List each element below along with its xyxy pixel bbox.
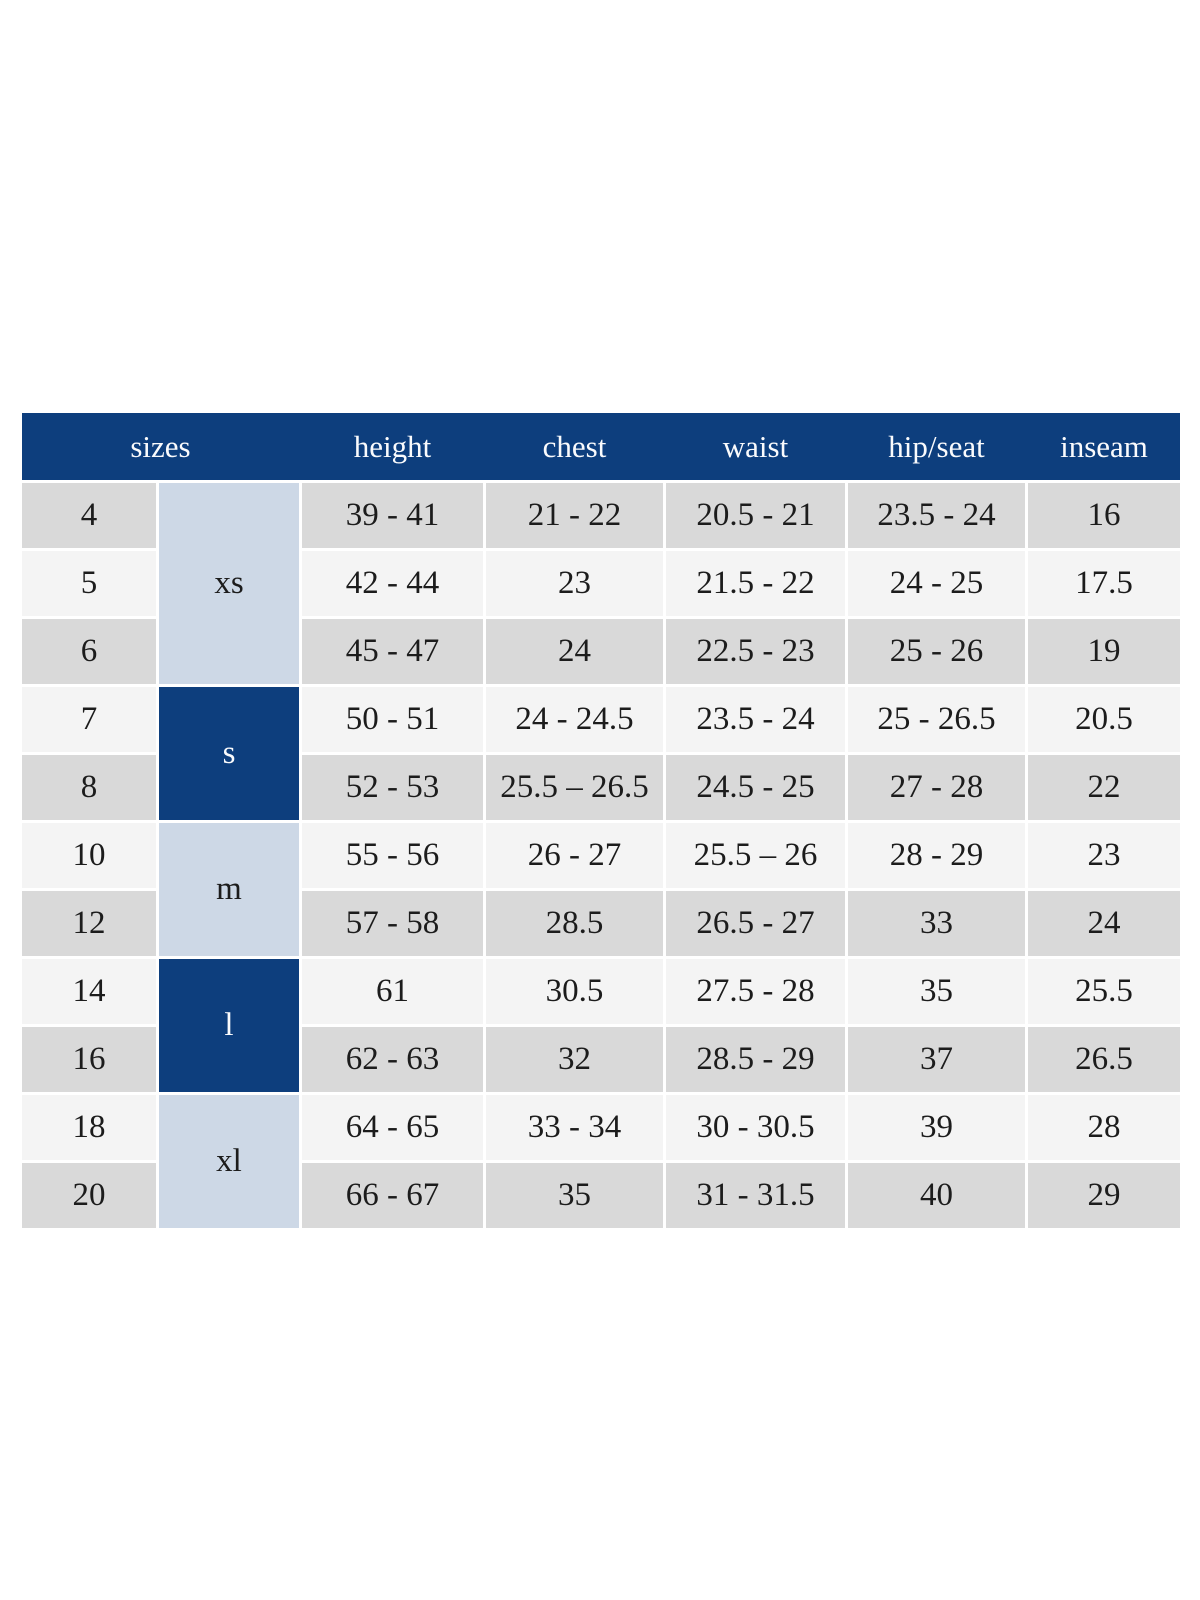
size-group-cell-xl: xl bbox=[159, 1095, 299, 1228]
header-chest: chest bbox=[542, 429, 607, 464]
inseam-cell: 25.5 bbox=[1028, 959, 1180, 1024]
height-cell: 55 - 56 bbox=[302, 823, 483, 888]
hip-seat-cell: 39 bbox=[848, 1095, 1025, 1160]
chest-cell: 21 - 22 bbox=[486, 483, 663, 548]
size-cell: 16 bbox=[22, 1027, 156, 1092]
hip-seat-cell: 24 - 25 bbox=[848, 551, 1025, 616]
chest-cell: 26 - 27 bbox=[486, 823, 663, 888]
hip-seat-cell: 28 - 29 bbox=[848, 823, 1025, 888]
height-cell: 52 - 53 bbox=[302, 755, 483, 820]
waist-cell: 22.5 - 23 bbox=[666, 619, 845, 684]
chest-cell: 32 bbox=[486, 1027, 663, 1092]
inseam-cell: 28 bbox=[1028, 1095, 1180, 1160]
hip-seat-cell: 23.5 - 24 bbox=[848, 483, 1025, 548]
size-cell: 8 bbox=[22, 755, 156, 820]
table-body: 4 39 - 41 21 - 22 20.5 - 21 23.5 - 24 16 5 42 -… bbox=[22, 483, 1180, 1228]
waist-cell: 23.5 - 24 bbox=[666, 687, 845, 752]
height-cell: 66 - 67 bbox=[302, 1163, 483, 1228]
waist-cell: 30 - 30.5 bbox=[666, 1095, 845, 1160]
header-hip-seat: hip/seat bbox=[888, 429, 985, 464]
height-cell: 42 - 44 bbox=[302, 551, 483, 616]
waist-cell: 27.5 - 28 bbox=[666, 959, 845, 1024]
hip-seat-cell: 40 bbox=[848, 1163, 1025, 1228]
waist-cell: 28.5 - 29 bbox=[666, 1027, 845, 1092]
size-cell: 10 bbox=[22, 823, 156, 888]
height-cell: 39 - 41 bbox=[302, 483, 483, 548]
size-cell: 18 bbox=[22, 1095, 156, 1160]
chest-cell: 24 - 24.5 bbox=[486, 687, 663, 752]
height-cell: 61 bbox=[302, 959, 483, 1024]
inseam-cell: 17.5 bbox=[1028, 551, 1180, 616]
waist-cell: 25.5 – 26 bbox=[666, 823, 845, 888]
chest-cell: 24 bbox=[486, 619, 663, 684]
chest-cell: 33 - 34 bbox=[486, 1095, 663, 1160]
hip-seat-cell: 37 bbox=[848, 1027, 1025, 1092]
inseam-cell: 22 bbox=[1028, 755, 1180, 820]
chest-cell: 30.5 bbox=[486, 959, 663, 1024]
inseam-cell: 19 bbox=[1028, 619, 1180, 684]
size-cell: 20 bbox=[22, 1163, 156, 1228]
waist-cell: 21.5 - 22 bbox=[666, 551, 845, 616]
inseam-cell: 20.5 bbox=[1028, 687, 1180, 752]
waist-cell: 20.5 - 21 bbox=[666, 483, 845, 548]
height-cell: 50 - 51 bbox=[302, 687, 483, 752]
size-group-cell-xs: xs bbox=[159, 483, 299, 684]
size-cell: 7 bbox=[22, 687, 156, 752]
size-cell: 6 bbox=[22, 619, 156, 684]
inseam-cell: 29 bbox=[1028, 1163, 1180, 1228]
size-group-cell-m: m bbox=[159, 823, 299, 956]
size-cell: 12 bbox=[22, 891, 156, 956]
header-height: height bbox=[353, 429, 432, 464]
hip-seat-cell: 35 bbox=[848, 959, 1025, 1024]
chest-cell: 23 bbox=[486, 551, 663, 616]
height-cell: 62 - 63 bbox=[302, 1027, 483, 1092]
chest-cell: 35 bbox=[486, 1163, 663, 1228]
height-cell: 45 - 47 bbox=[302, 619, 483, 684]
size-cell: 4 bbox=[22, 483, 156, 548]
size-group-cell-l: l bbox=[159, 959, 299, 1092]
size-group-cell-s: s bbox=[159, 687, 299, 820]
size-cell: 14 bbox=[22, 959, 156, 1024]
chest-cell: 28.5 bbox=[486, 891, 663, 956]
inseam-cell: 16 bbox=[1028, 483, 1180, 548]
inseam-cell: 23 bbox=[1028, 823, 1180, 888]
height-cell: 64 - 65 bbox=[302, 1095, 483, 1160]
hip-seat-cell: 25 - 26 bbox=[848, 619, 1025, 684]
header-waist: waist bbox=[722, 429, 789, 464]
waist-cell: 24.5 - 25 bbox=[666, 755, 845, 820]
waist-cell: 26.5 - 27 bbox=[666, 891, 845, 956]
inseam-cell: 24 bbox=[1028, 891, 1180, 956]
height-cell: 57 - 58 bbox=[302, 891, 483, 956]
waist-cell: 31 - 31.5 bbox=[666, 1163, 845, 1228]
header-sizes: sizes bbox=[130, 429, 191, 464]
table-header-row: sizes height chest waist hip/seat inseam bbox=[22, 413, 1180, 480]
hip-seat-cell: 27 - 28 bbox=[848, 755, 1025, 820]
size-chart-table: sizes height chest waist hip/seat inseam… bbox=[22, 413, 1180, 1228]
inseam-cell: 26.5 bbox=[1028, 1027, 1180, 1092]
hip-seat-cell: 33 bbox=[848, 891, 1025, 956]
header-inseam: inseam bbox=[1060, 429, 1148, 464]
hip-seat-cell: 25 - 26.5 bbox=[848, 687, 1025, 752]
chest-cell: 25.5 – 26.5 bbox=[486, 755, 663, 820]
size-cell: 5 bbox=[22, 551, 156, 616]
